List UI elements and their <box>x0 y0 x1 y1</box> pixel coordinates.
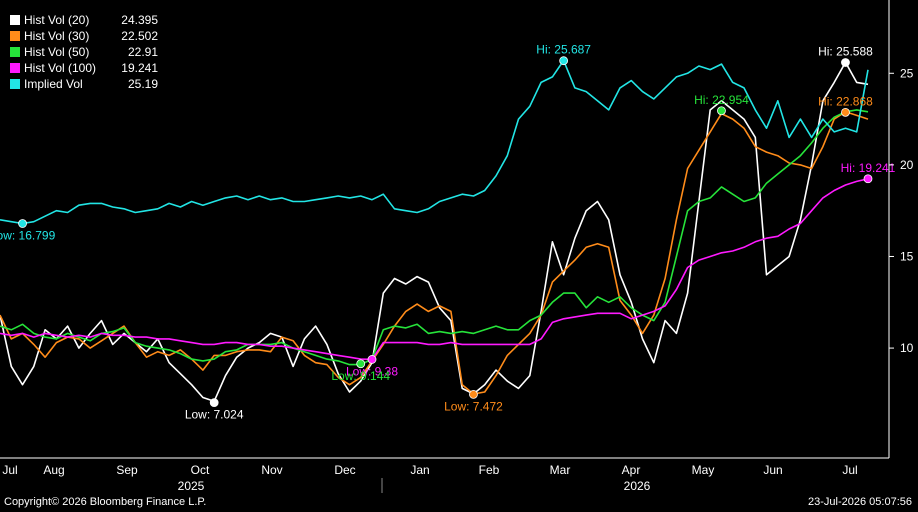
copyright-text: Copyright© 2026 Bloomberg Finance L.P. <box>4 496 207 508</box>
x-tick-label-6: Jan <box>410 463 429 477</box>
series-layer <box>0 59 869 403</box>
annotation-label-8: Low: 9.144 <box>331 369 390 383</box>
legend-swatch <box>10 31 20 41</box>
y-tick-label-3: 25 <box>900 66 914 80</box>
marker-dot-4 <box>863 174 873 184</box>
marker-dot-3 <box>841 107 850 117</box>
marker-layer: Hi: 25.687 Hi: 25.588 Hi: 22.954 Hi: 22.868… <box>0 43 896 422</box>
x-tick-label-0: Jul <box>2 463 17 477</box>
series-line-0 <box>0 61 869 403</box>
legend-item-hist-vol-100[interactable]: Hist Vol (100) 19.241 <box>10 60 158 76</box>
legend-swatch <box>10 79 20 89</box>
x-tick-label-2: Sep <box>116 463 138 477</box>
marker-dot-2 <box>717 106 726 116</box>
x-tick-label-4: Nov <box>261 463 282 477</box>
x-tick-label-7: Feb <box>479 463 500 477</box>
marker-dot-9 <box>469 389 478 399</box>
y-tick-label-0: 10 <box>900 341 914 355</box>
year-label-0: 2025 <box>178 479 205 493</box>
annotation-label-6: Low: 7.024 <box>185 408 244 422</box>
marker-dot-6 <box>209 398 219 408</box>
annotation-label-7: Low: 9.38 <box>346 364 398 378</box>
marker-dot-8 <box>356 359 366 369</box>
marker-dot-5 <box>18 219 27 228</box>
series-line-2 <box>0 109 869 366</box>
legend-item-implied-vol[interactable]: Implied Vol 25.19 <box>10 76 158 92</box>
series-line-3 <box>0 178 869 361</box>
annotation-label-2: Hi: 22.954 <box>694 93 749 107</box>
marker-dot-7 <box>367 355 377 364</box>
annotation-label-9: Low: 7.472 <box>444 399 503 413</box>
x-tick-label-11: Jun <box>763 463 782 477</box>
marker-dot-1 <box>841 58 850 67</box>
legend-item-hist-vol-30[interactable]: Hist Vol (30) 22.502 <box>10 28 158 44</box>
x-tick-label-1: Aug <box>43 463 64 477</box>
legend-swatch <box>10 47 20 57</box>
annotation-label-5: Low: 16.799 <box>0 229 56 243</box>
marker-dot-0 <box>559 56 569 66</box>
x-tick-label-8: Mar <box>550 463 571 477</box>
legend-label: Hist Vol (100) <box>24 61 97 75</box>
x-tick-label-9: Apr <box>622 463 641 477</box>
x-tick-label-3: Oct <box>191 463 210 477</box>
series-line-4 <box>0 59 869 225</box>
legend-swatch <box>10 15 20 25</box>
legend-label: Hist Vol (20) <box>24 13 90 27</box>
legend-value: 24.395 <box>121 13 158 27</box>
legend-value: 22.502 <box>121 29 158 43</box>
legend-label: Implied Vol <box>24 77 83 91</box>
annotation-label-0: Hi: 25.687 <box>536 43 591 57</box>
annotation-label-3: Hi: 22.868 <box>818 94 873 108</box>
timestamp-text: 23-Jul-2026 05:07:56 <box>808 496 912 508</box>
legend-swatch <box>10 63 20 73</box>
annotation-label-1: Hi: 25.588 <box>818 45 873 59</box>
legend-label: Hist Vol (50) <box>24 45 90 59</box>
y-tick-label-1: 15 <box>900 249 914 263</box>
legend-item-hist-vol-20[interactable]: Hist Vol (20) 24.395 <box>10 12 158 28</box>
legend-value: 19.241 <box>121 61 158 75</box>
x-tick-label-12: Jul <box>842 463 857 477</box>
legend-value: 25.19 <box>127 77 158 91</box>
legend-label: Hist Vol (30) <box>24 29 90 43</box>
legend-item-hist-vol-50[interactable]: Hist Vol (50) 22.91 <box>10 44 158 60</box>
legend-value: 22.91 <box>127 45 158 59</box>
x-tick-label-10: May <box>692 463 715 477</box>
y-tick-label-2: 20 <box>900 158 914 172</box>
annotation-label-4: Hi: 19.241 <box>841 161 896 175</box>
year-label-1: 2026 <box>624 479 651 493</box>
x-tick-label-5: Dec <box>334 463 355 477</box>
legend: Hist Vol (20) 24.395 Hist Vol (30) 22.50… <box>6 10 162 94</box>
